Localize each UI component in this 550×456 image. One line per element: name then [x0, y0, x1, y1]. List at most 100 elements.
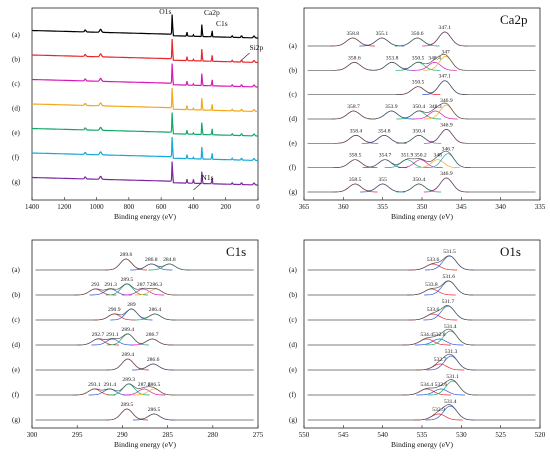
o1s-envelope-line [307, 305, 536, 321]
c1s-peak-label: 286.6 [147, 357, 160, 363]
c1s-envelope-line [35, 308, 254, 321]
o1s-peak-label: 533.8 [425, 282, 438, 288]
c1s-peak-label: 286.8 [145, 257, 158, 263]
c1s-component-peak [73, 388, 116, 396]
c1s-peak-label: 289.3 [122, 377, 135, 383]
c1s-peak-label: 286.7 [146, 332, 159, 338]
o1s-x-tick-label: 535 [417, 431, 428, 439]
ca2p-peak-label: 355 [378, 177, 387, 183]
c1s-x-tick-label: 275 [253, 431, 264, 439]
c1s-peak-label: 289.4 [122, 352, 135, 358]
ca2p-component-peak [412, 61, 457, 71]
ca2p-envelope-line [307, 31, 536, 47]
ca2p-envelope-line [307, 54, 536, 71]
ca2p-x-tick-label: 360 [338, 203, 349, 211]
ca2p-peak-label: 355.1 [376, 31, 389, 37]
ca2p-peak-label: 358.7 [347, 104, 360, 110]
o1s-row-label: (g) [289, 416, 298, 424]
o1s-peak-label: 533.6 [427, 257, 440, 263]
ca2p-row-label: (e) [289, 139, 297, 147]
ca2p-peak-label: 348 [434, 153, 443, 159]
ca2p-peak-label: 358.8 [346, 31, 359, 37]
c1s-component-peak [88, 388, 131, 396]
ca2p-peak-label: 354.8 [378, 128, 391, 134]
c1s-row-label: (b) [12, 291, 21, 299]
o1s-row-label: (a) [289, 266, 297, 274]
c1s-peak-label: 289.5 [121, 277, 134, 283]
ca2p-peak-label: 350.4 [413, 128, 426, 134]
ca2p-peak-label: 346.7 [442, 147, 455, 153]
survey-x-tick-label: 400 [188, 203, 199, 211]
o1s-row-label: (d) [289, 341, 298, 349]
ca2p-panel: 365 360 355 350 345 340 335 Binding energy (eV)… [289, 7, 546, 221]
o1s-peak-label: 533.6 [427, 307, 440, 313]
ca2p-peak-label: 346.9 [440, 98, 453, 104]
c1s-peak-label: 289.4 [122, 327, 135, 333]
ca2p-peak-label: 353.8 [386, 55, 399, 61]
ca2p-envelope-line [307, 80, 536, 96]
ca2p-component-peak [331, 61, 377, 71]
o1s-peak-label: 531.7 [442, 299, 455, 305]
c1s-peak-label: 293.1 [88, 382, 101, 388]
ca2p-row-label: (a) [289, 42, 297, 50]
survey-x-tick-label: 800 [124, 203, 135, 211]
ca2p-peak-label: 347 [441, 49, 450, 55]
c1s-envelope-line [35, 333, 254, 346]
c1s-peak-label: 286.3 [150, 282, 163, 288]
survey-spectrum-line [32, 87, 258, 113]
c1s-component-peak [132, 363, 175, 371]
ca2p-peak-label: 346.9 [440, 122, 453, 128]
o1s-panel-title: O1s [500, 244, 521, 259]
c1s-panel-title: C1s [226, 244, 246, 259]
c1s-peak-label: 289.6 [120, 252, 133, 258]
o1s-envelope-line [307, 379, 536, 396]
o1s-row-label: (c) [289, 316, 297, 324]
survey-peak-annotation: C1s [216, 19, 228, 28]
o1s-x-tick-label: 550 [299, 431, 310, 439]
ca2p-x-tick-label: 355 [377, 203, 388, 211]
c1s-panel: 300 295 290 285 280 275 Binding energy (eV) C1s… [12, 239, 264, 449]
c1s-component-peak [76, 338, 119, 346]
ca2p-peak-label: 350.5 [412, 80, 425, 86]
ca2p-peak-label: 348.4 [428, 55, 441, 61]
survey-row-label: (e) [12, 129, 20, 137]
o1s-envelope-line [307, 404, 536, 421]
ca2p-component-peak [397, 159, 443, 169]
c1s-component-peak [93, 313, 136, 321]
o1s-peak-label: 531.6 [442, 274, 455, 280]
survey-row-label: (d) [12, 105, 21, 113]
survey-row-label: (f) [12, 154, 20, 162]
survey-x-tick-label: 1200 [57, 203, 72, 211]
ca2p-peak-label: 354.7 [379, 153, 392, 159]
o1s-peak-label: 531.4 [444, 324, 457, 330]
survey-x-tick-label: 0 [256, 203, 260, 211]
c1s-peak-label: 287.6 [138, 382, 151, 388]
c1s-envelope-line [35, 383, 254, 396]
ca2p-component-peak [331, 110, 376, 120]
survey-spectrum-line [32, 63, 258, 88]
o1s-x-tick-label: 525 [495, 431, 506, 439]
ca2p-row-label: (c) [289, 91, 297, 99]
c1s-peak-label: 284.8 [163, 257, 176, 263]
c1s-x-tick-label: 290 [117, 431, 128, 439]
c1s-envelope-line [35, 358, 254, 371]
ca2p-row-label: (b) [289, 66, 298, 74]
c1s-envelope-line [35, 283, 254, 296]
ca2p-x-tick-label: 350 [417, 203, 428, 211]
o1s-peak-label: 532.7 [434, 357, 447, 363]
c1s-row-label: (f) [12, 391, 20, 399]
survey-spectrum-line [32, 112, 258, 137]
c1s-peak-label: 286.5 [148, 407, 161, 413]
ca2p-component-peak [369, 61, 415, 71]
ca2p-envelope-line [307, 150, 536, 169]
o1s-panel: 550 545 540 535 530 525 520 Binding energy (eV)… [289, 239, 546, 449]
survey-peak-annotation: O1s [159, 7, 171, 16]
c1s-x-axis-title: Binding energy (eV) [114, 440, 176, 449]
o1s-peak-label: 531.4 [444, 399, 457, 405]
c1s-component-peak [122, 388, 166, 396]
o1s-peak-label: 531.1 [446, 374, 459, 380]
c1s-component-peak [74, 288, 117, 296]
ca2p-peak-label: 358.5 [349, 177, 362, 183]
ca2p-component-peak [412, 110, 458, 120]
c1s-peak-label: 293 [91, 282, 100, 288]
